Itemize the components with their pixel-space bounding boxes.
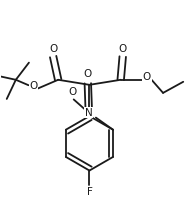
Text: O: O bbox=[143, 72, 151, 82]
Text: F: F bbox=[86, 187, 92, 197]
Text: O: O bbox=[119, 44, 127, 54]
Text: N: N bbox=[85, 107, 93, 118]
Text: O: O bbox=[69, 87, 77, 97]
Text: O: O bbox=[29, 81, 37, 91]
Text: O: O bbox=[84, 69, 92, 79]
Text: O: O bbox=[49, 44, 57, 54]
